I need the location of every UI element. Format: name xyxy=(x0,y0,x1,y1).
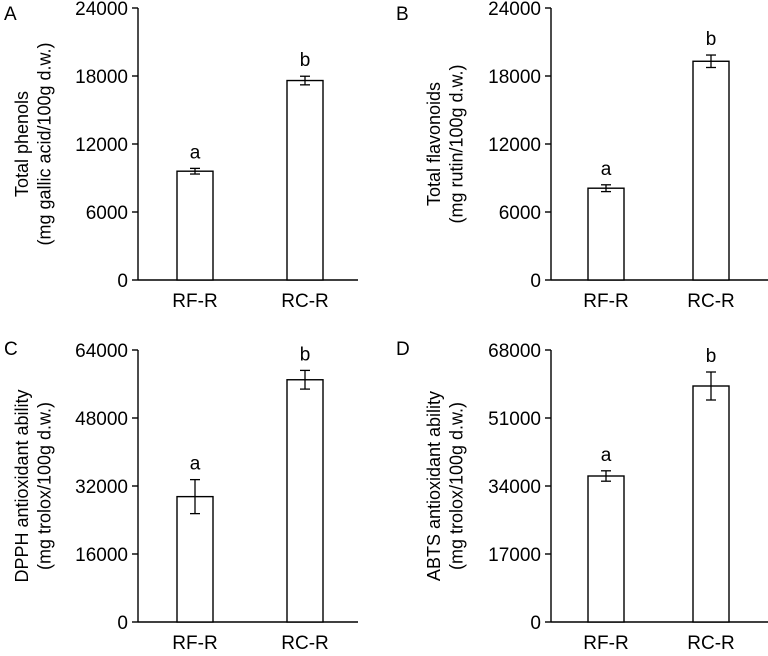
chart-panel-c: C 0 16000 32000 48000 64000 DPPH antioxidant a… xyxy=(4,339,358,654)
y-tick-label: 34000 xyxy=(488,477,541,498)
bar-rf-r xyxy=(587,475,625,623)
x-tick-label: RF-R xyxy=(583,291,628,312)
y-tick-label: 0 xyxy=(117,613,128,634)
y-axis-title-line: Total flavonoids xyxy=(424,82,444,206)
y-axis-title-line: (mg gallic acid/100g d.w.) xyxy=(35,42,55,245)
y-tick-label: 24000 xyxy=(75,0,128,20)
bar-rc-r xyxy=(692,60,730,281)
y-axis-title-line: (mg trolox/100g d.w.) xyxy=(447,402,467,570)
y-tick-label: 0 xyxy=(530,271,541,292)
y-tick-label: 48000 xyxy=(75,409,128,430)
chart-panel-b: B 0 6000 12000 18000 24000 Total flavonoids (mg… xyxy=(396,0,768,312)
y-axis-title: DPPH antioxidant ability (mg trolox/100g … xyxy=(12,389,55,582)
y-tick-label: 64000 xyxy=(75,341,128,362)
significance-letter: b xyxy=(706,29,717,50)
y-axis-title-line: Total phenols xyxy=(12,91,32,197)
significance-letter: b xyxy=(300,344,311,365)
panel-letter: B xyxy=(396,4,409,25)
bar-rc-r xyxy=(692,385,730,623)
bar-rf-r xyxy=(176,495,214,623)
panel-letter: D xyxy=(396,339,410,360)
x-tick-label: RF-R xyxy=(583,633,628,654)
x-tick-label: RC-R xyxy=(687,291,735,312)
y-tick-label: 12000 xyxy=(75,135,128,156)
significance-letter: a xyxy=(190,454,201,475)
significance-letter: a xyxy=(601,445,612,466)
y-axis-title-line: (mg rutin/100g d.w.) xyxy=(447,64,467,223)
y-axis-title: ABTS antioxidant ability (mg trolox/100g … xyxy=(424,391,467,581)
y-tick-label: 51000 xyxy=(488,409,541,430)
x-tick-label: RC-R xyxy=(281,291,329,312)
y-tick-label: 68000 xyxy=(488,341,541,362)
bar-rf-r xyxy=(176,170,214,281)
x-tick-label: RC-R xyxy=(687,633,735,654)
y-tick-label: 17000 xyxy=(488,545,541,566)
y-tick-label: 6000 xyxy=(86,203,128,224)
y-tick-label: 32000 xyxy=(75,477,128,498)
significance-letter: a xyxy=(190,142,201,163)
x-tick-label: RF-R xyxy=(172,291,217,312)
y-tick-label: 18000 xyxy=(488,67,541,88)
y-axis-title-line: ABTS antioxidant ability xyxy=(424,391,444,581)
chart-panel-d: D 0 17000 34000 51000 68000 ABTS antioxidant a… xyxy=(396,339,768,654)
y-tick-label: 0 xyxy=(530,613,541,634)
chart-panels: A 0 6000 12000 18000 24000 Total phenols (mg ga… xyxy=(4,0,768,654)
y-axis-title-line: DPPH antioxidant ability xyxy=(12,389,32,582)
y-tick-label: 24000 xyxy=(488,0,541,20)
y-tick-label: 16000 xyxy=(75,545,128,566)
x-tick-label: RC-R xyxy=(281,633,329,654)
y-axis-title: Total flavonoids (mg rutin/100g d.w.) xyxy=(424,64,467,223)
bar-rf-r xyxy=(587,187,625,281)
panel-letter: C xyxy=(4,339,18,360)
y-axis-title-line: (mg trolox/100g d.w.) xyxy=(35,402,55,570)
significance-letter: b xyxy=(300,50,311,71)
y-tick-label: 6000 xyxy=(499,203,541,224)
bar-rc-r xyxy=(286,379,324,623)
significance-letter: a xyxy=(601,159,612,180)
y-tick-label: 12000 xyxy=(488,135,541,156)
y-tick-label: 18000 xyxy=(75,67,128,88)
y-axis-title: Total phenols (mg gallic acid/100g d.w.) xyxy=(12,42,55,245)
chart-panel-a: A 0 6000 12000 18000 24000 Total phenols (mg ga… xyxy=(4,0,358,312)
x-tick-label: RF-R xyxy=(172,633,217,654)
y-tick-label: 0 xyxy=(117,271,128,292)
bar-rc-r xyxy=(286,79,324,281)
significance-letter: b xyxy=(706,346,717,367)
panel-letter: A xyxy=(4,4,17,25)
